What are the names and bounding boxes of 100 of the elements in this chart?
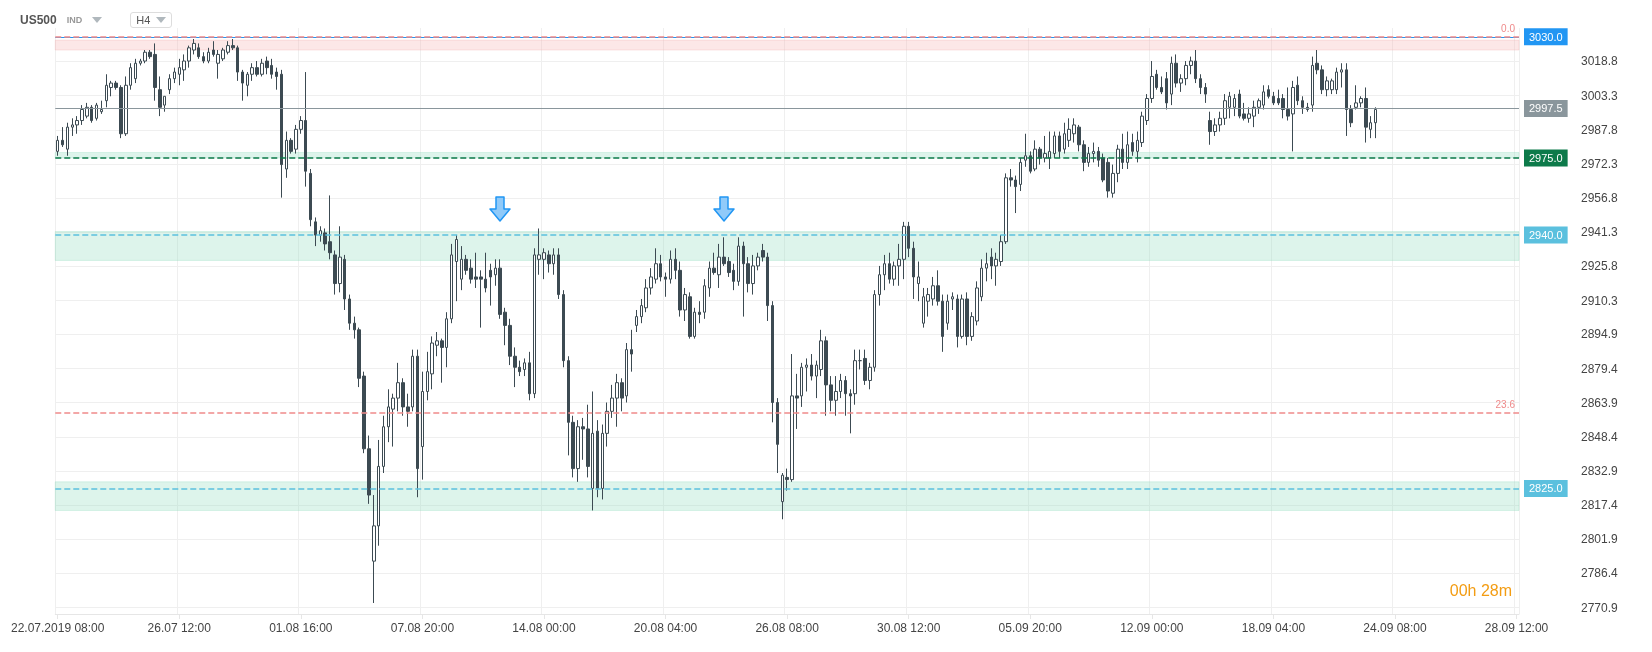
candlestick — [771, 300, 774, 423]
x-tick-label: 01.08 16:00 — [269, 621, 333, 635]
x-tick-label: 14.08 00:00 — [512, 621, 577, 635]
ref-line-label: 3030.0 — [1529, 30, 1563, 43]
text: H4 — [130, 12, 173, 28]
candlestick — [557, 247, 560, 300]
candlestick — [202, 51, 205, 64]
candlestick — [1340, 62, 1343, 88]
y-tick-label: 2786.4 — [1581, 566, 1619, 581]
candlestick — [158, 75, 162, 117]
candlestick — [878, 265, 881, 307]
candlestick — [669, 250, 672, 285]
candlestick — [1126, 131, 1129, 170]
y-tick-label: 2956.8 — [1581, 191, 1619, 206]
candlestick — [61, 126, 64, 148]
candlestick — [946, 294, 949, 331]
candlestick — [275, 67, 278, 91]
candlestick — [1374, 106, 1377, 139]
candlestick — [455, 234, 458, 302]
candlestick — [523, 357, 526, 377]
candlestick — [489, 263, 492, 307]
candlestick — [1267, 84, 1270, 99]
candlestick — [168, 73, 171, 95]
candlestick — [450, 243, 453, 324]
candlestick — [1165, 71, 1168, 111]
candlestick — [1272, 91, 1275, 106]
x-tick-label: 28.09 12:00 — [1484, 621, 1549, 635]
candlestick — [56, 135, 59, 157]
candlestick — [698, 300, 701, 324]
y-tick-label: 2832.9 — [1581, 464, 1619, 479]
candlestick — [844, 375, 847, 417]
candlestick — [776, 397, 779, 474]
candlestick — [805, 357, 808, 392]
candlestick — [1301, 95, 1304, 115]
candlestick — [382, 415, 385, 474]
ref-line-label: 2940.0 — [1529, 229, 1563, 242]
x-tick-label: 26.08 08:00 — [755, 621, 820, 635]
annotation: 00h 28m — [1449, 581, 1512, 599]
y-tick-label: 2801.9 — [1581, 532, 1619, 547]
candlestick — [1233, 93, 1236, 117]
x-tick-label: 30.08 12:00 — [877, 621, 941, 635]
candlestick — [1204, 82, 1207, 104]
candlestick — [1053, 131, 1056, 159]
x-tick-label: 22.07.2019 08:00 — [11, 621, 105, 635]
candlestick — [1024, 133, 1027, 168]
annotation: 0.0 — [1501, 23, 1516, 35]
text: IND — [66, 15, 83, 25]
candlestick — [314, 216, 317, 247]
x-tick-label: 05.09 20:00 — [998, 621, 1063, 635]
y-tick-label: 2863.9 — [1581, 395, 1619, 410]
y-tick-label: 2941.3 — [1581, 225, 1619, 240]
candlestick — [100, 100, 103, 115]
candlestick — [596, 419, 599, 498]
x-tick-label: 20.08 04:00 — [633, 621, 698, 635]
candlestick — [348, 294, 351, 331]
y-tick-label: 2817.4 — [1581, 498, 1619, 513]
candlestick — [207, 47, 210, 64]
y-tick-label: 2848.4 — [1581, 429, 1619, 444]
x-tick-label: 07.08 20:00 — [390, 621, 455, 635]
candlestick — [1019, 157, 1022, 192]
candlestick — [173, 67, 176, 84]
ref-line-label: 2975.0 — [1529, 151, 1563, 164]
y-tick-label: 2894.9 — [1581, 327, 1619, 342]
annotation: 23.6 — [1495, 399, 1516, 411]
ref-line-label: 2997.5 — [1529, 102, 1563, 115]
candlestick — [664, 272, 667, 298]
candlestick — [421, 371, 424, 481]
x-tick-label: 24.09 08:00 — [1363, 621, 1428, 635]
candlestick — [134, 58, 137, 84]
y-tick-label: 2987.8 — [1581, 122, 1619, 137]
y-tick-label: 2879.4 — [1581, 361, 1619, 376]
candlestick — [630, 329, 633, 373]
candlestick — [280, 69, 283, 199]
y-tick-label: 2910.3 — [1581, 293, 1619, 308]
ref-line-label: 2825.0 — [1529, 482, 1563, 495]
candlestick — [241, 69, 244, 102]
x-tick-label: 26.07 12:00 — [147, 621, 212, 635]
candlestick — [562, 289, 565, 368]
candlestick — [917, 261, 920, 302]
candlestick — [416, 349, 419, 498]
candlestick — [951, 291, 954, 311]
candlestick — [912, 241, 915, 300]
candlestick — [66, 122, 69, 157]
candlestick — [1092, 142, 1095, 163]
y-tick-label: 2770.9 — [1581, 600, 1619, 615]
candlestick — [1199, 73, 1202, 95]
candlestick — [703, 278, 706, 320]
candlestick — [95, 102, 98, 122]
y-tick-label: 3018.8 — [1581, 54, 1619, 69]
y-tick-label: 2925.8 — [1581, 259, 1619, 274]
candlestick — [1131, 133, 1134, 157]
candlestick — [737, 236, 740, 287]
chart-title: US500 — [20, 13, 57, 27]
candlestick — [1058, 131, 1061, 159]
y-tick-label: 3003.3 — [1581, 88, 1619, 103]
candlestick — [528, 351, 531, 401]
x-tick-label: 18.09 04:00 — [1241, 621, 1306, 635]
candlestick — [1160, 75, 1163, 95]
candlestick — [635, 309, 638, 333]
y-tick-label: 2972.3 — [1581, 156, 1619, 171]
